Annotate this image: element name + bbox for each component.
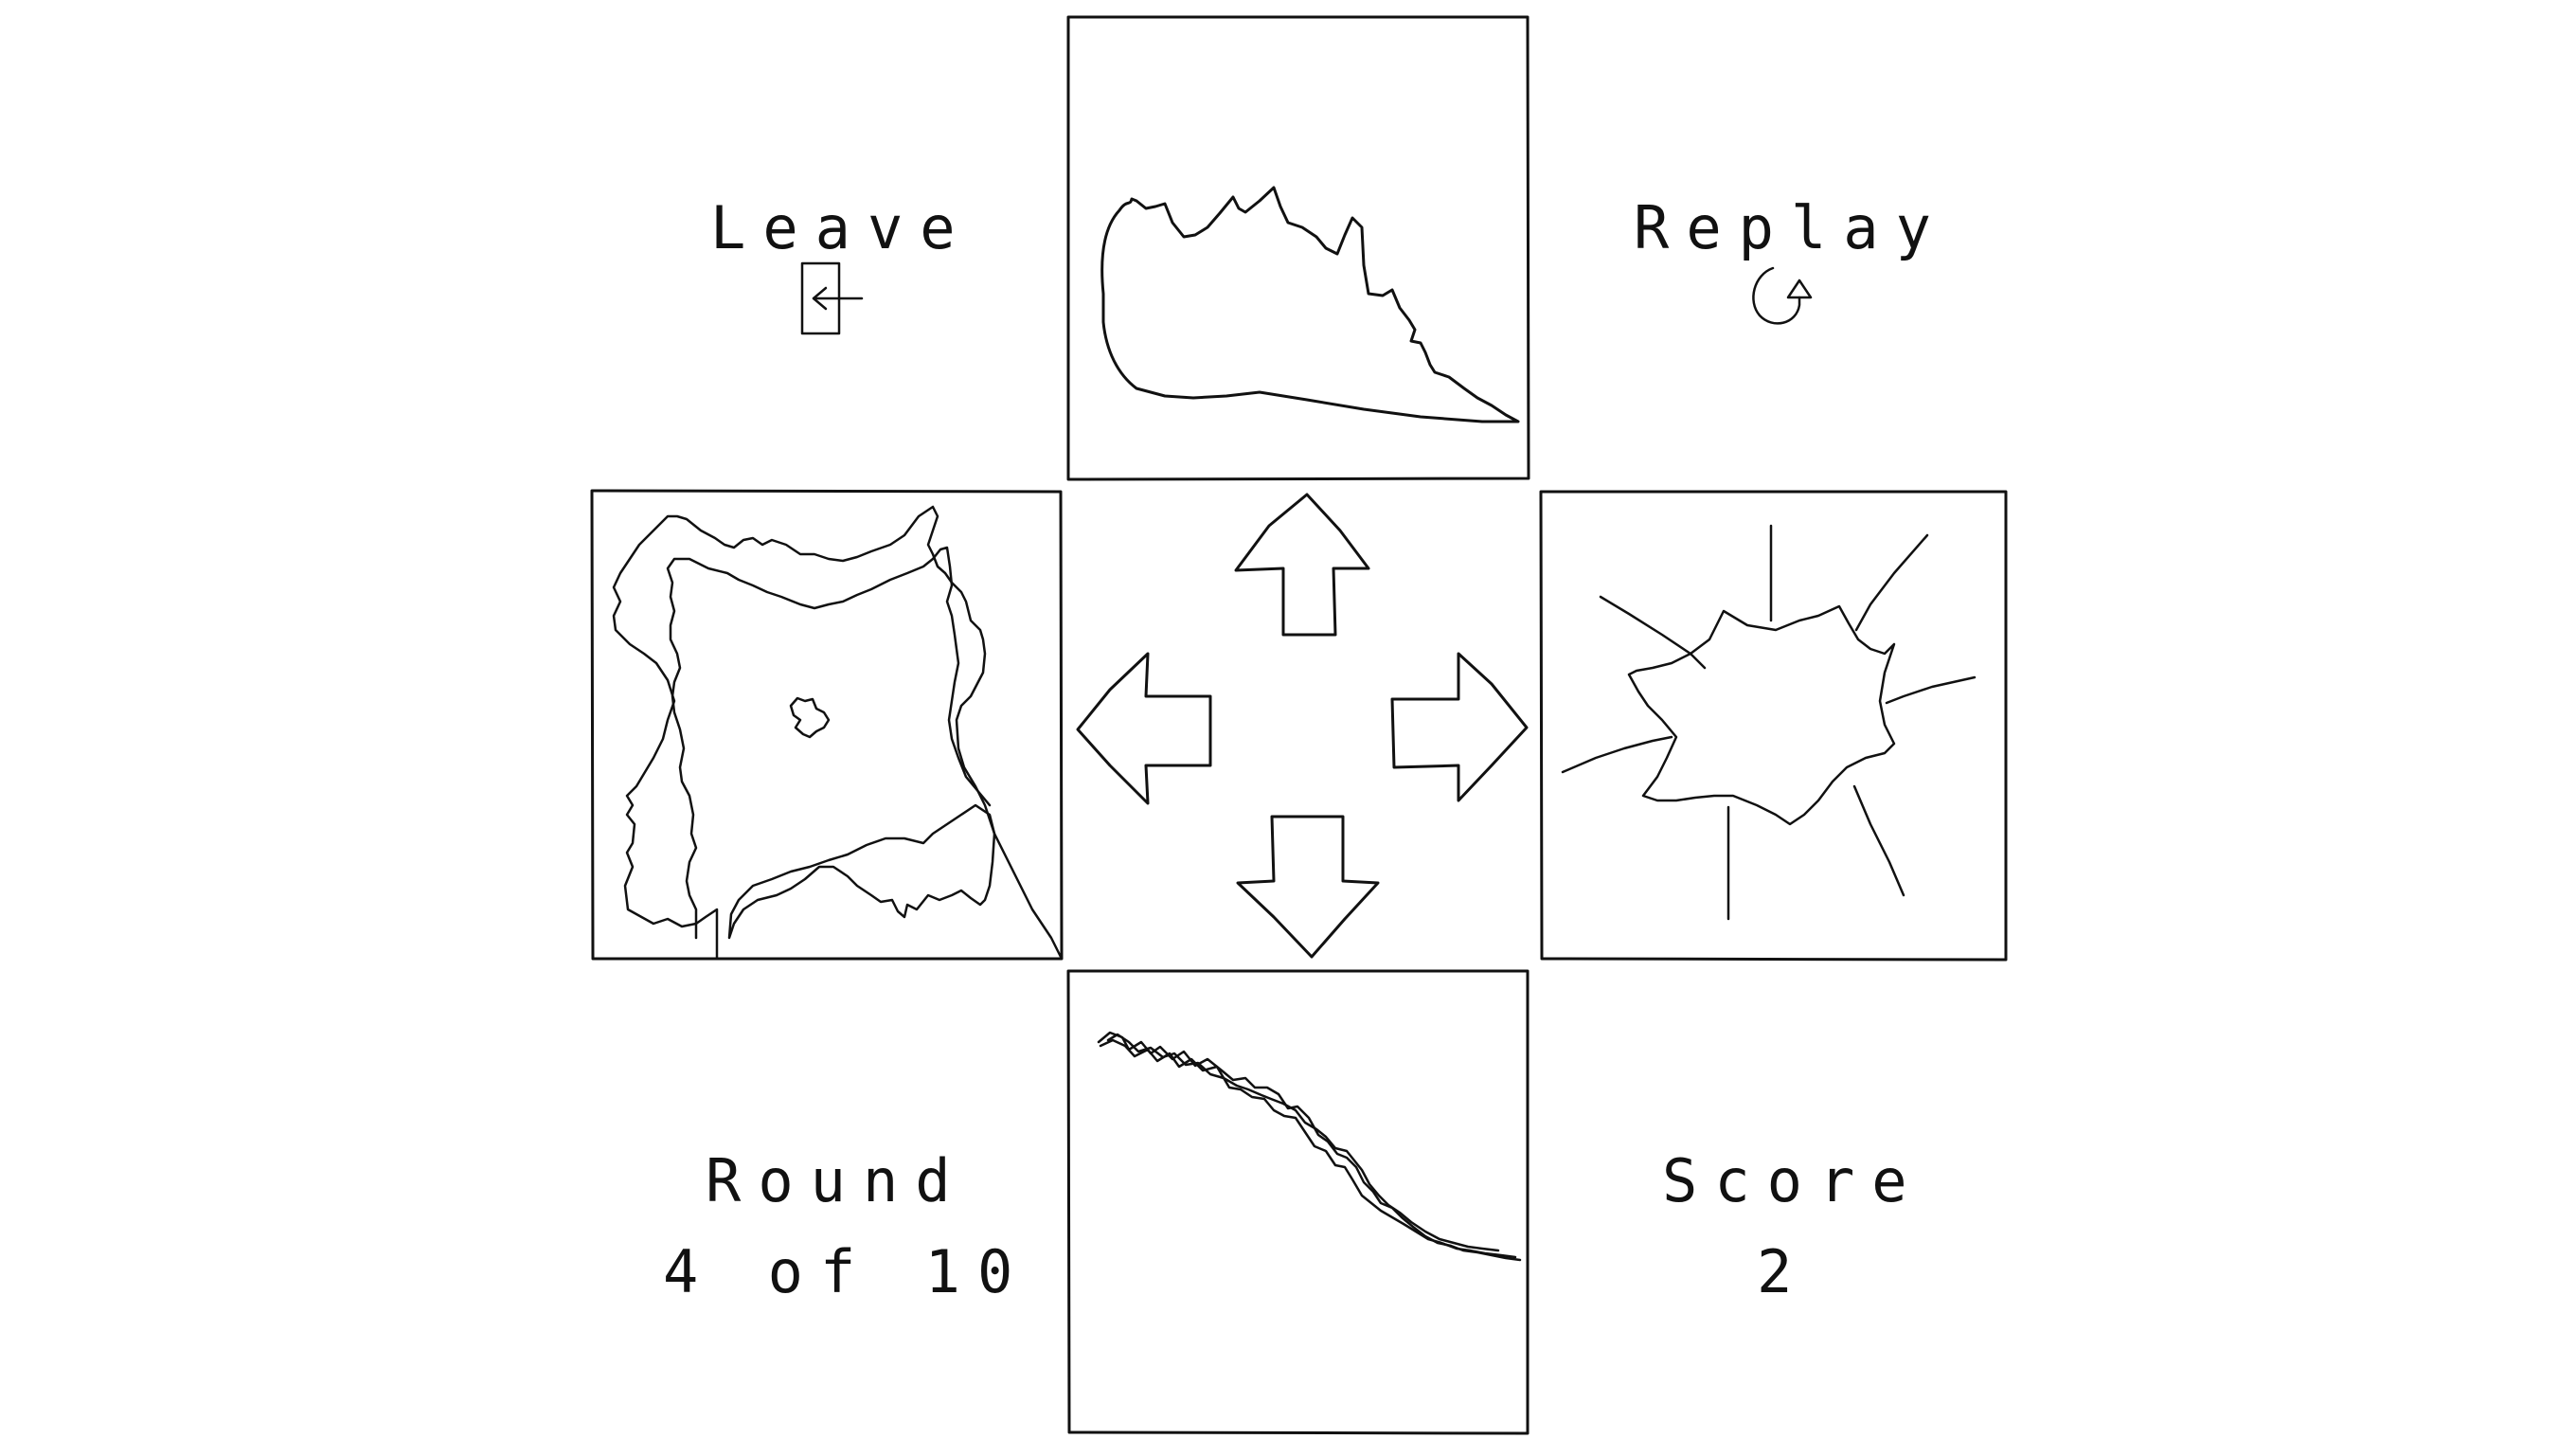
round-label: Round	[706, 1146, 968, 1215]
sketch-mountain-outline	[1100, 186, 1520, 423]
arrow-right-icon	[1390, 652, 1529, 802]
replay-button[interactable]: Replay	[1634, 193, 1948, 325]
replay-arrow-icon	[1752, 266, 1813, 325]
arrow-left-icon	[1076, 652, 1212, 805]
arrow-up-icon	[1234, 493, 1370, 637]
tile-right[interactable]	[1539, 490, 2008, 962]
tile-bottom[interactable]	[1066, 969, 1530, 1435]
replay-label: Replay	[1634, 193, 1948, 262]
arrow-up-button[interactable]	[1234, 493, 1370, 637]
arrow-right-button[interactable]	[1390, 652, 1529, 802]
sketch-wave-lines	[1097, 1031, 1522, 1262]
sketch-frame-shape	[612, 505, 1063, 960]
sketch-burst-shape	[1561, 524, 1977, 921]
tile-top[interactable]	[1066, 15, 1530, 481]
round-value: 4 of 10	[663, 1237, 1029, 1306]
leave-label: Leave	[710, 193, 973, 262]
round-status: Round 4 of 10	[663, 1146, 1029, 1306]
door-exit-icon	[800, 261, 864, 335]
score-label: Score	[1662, 1146, 1924, 1215]
score-status: Score 2	[1662, 1146, 1924, 1306]
arrow-down-icon	[1236, 815, 1380, 959]
tile-left[interactable]	[590, 489, 1064, 961]
arrow-left-button[interactable]	[1076, 652, 1212, 805]
leave-button[interactable]: Leave	[710, 193, 973, 335]
score-value: 2	[1757, 1237, 1809, 1306]
arrow-down-button[interactable]	[1236, 815, 1380, 959]
